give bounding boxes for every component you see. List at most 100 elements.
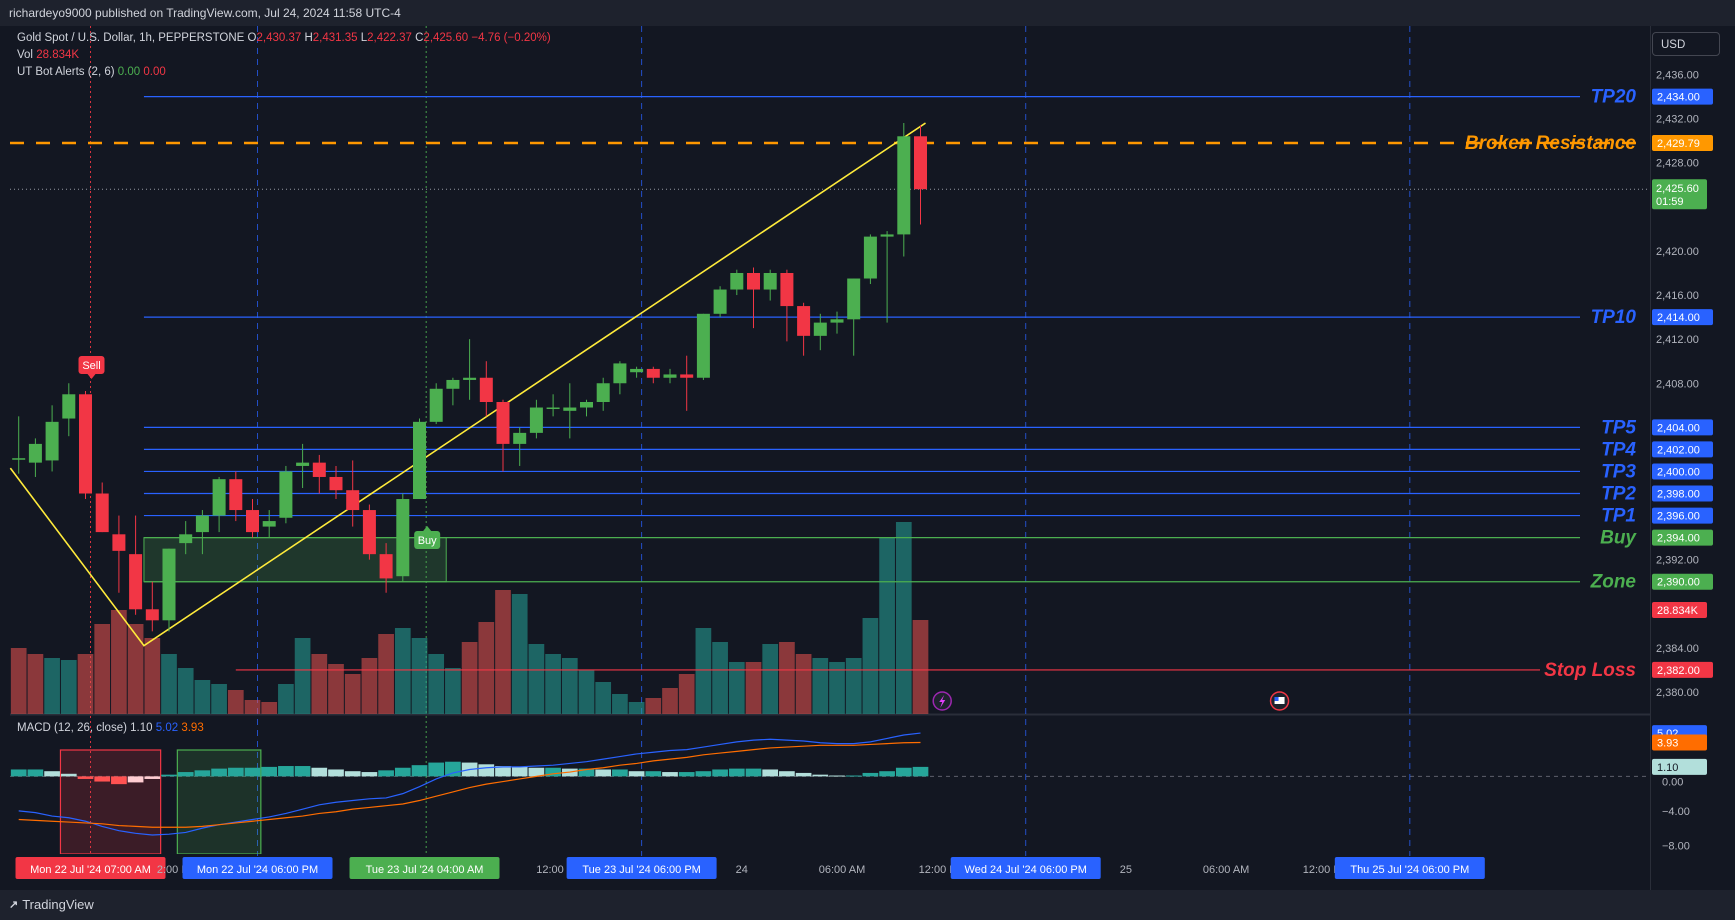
high-label: H — [304, 32, 313, 44]
macd-hist-bar-51 — [862, 772, 879, 777]
candle-body-11 — [195, 515, 209, 533]
ut-bot-legend[interactable]: UT Bot Alerts (2, 6) 0.00 0.00 — [17, 66, 166, 78]
macd-hist-bar-23 — [394, 767, 411, 777]
currency-button[interactable]: USD — [1652, 32, 1720, 56]
macd-legend[interactable]: MACD (12, 26, close) 1.10 5.02 3.93 — [17, 722, 204, 734]
tradingview-logo[interactable]: ↗ TradingView — [9, 897, 94, 912]
price-tick-3: 2,420.00 — [1656, 246, 1699, 258]
price-tag-tp2-text: 2,398.00 — [1657, 489, 1700, 501]
candle-17 — [296, 443, 310, 488]
candle-body-9 — [162, 548, 176, 621]
macd-hist-bar-22 — [378, 770, 394, 777]
price-tag-tp20: 2,434.00 — [1652, 88, 1713, 105]
macd-hist-bar-8 — [144, 776, 161, 779]
volume-bar-52 — [879, 538, 895, 714]
candle-48 — [813, 313, 827, 351]
volume-bar-47 — [795, 654, 812, 714]
volume-bar-26 — [445, 668, 461, 714]
ut-bot-value-1: 0.00 — [117, 66, 141, 78]
last-price-bg — [1652, 179, 1707, 210]
high-value: 2,431.35 — [312, 32, 358, 44]
candle-body-16 — [279, 471, 293, 518]
low-label: L — [360, 32, 368, 44]
time-axis[interactable]: Mon 22 Jul '24 07:00 AM 2:00 PM Mon 22 Jul… — [15, 857, 1485, 879]
macd-hist-bar-1 — [27, 769, 44, 777]
price-axis[interactable]: 2,436.00 2,432.00 2,428.00 2,420.00 2,416.00… — [1652, 70, 1713, 853]
price-tag-tp5-bg — [1652, 419, 1713, 436]
price-tag-buy-text: 2,394.00 — [1657, 533, 1700, 545]
time-label-7: 24 — [736, 864, 748, 876]
candle-54 — [914, 125, 927, 225]
candle-12 — [212, 476, 226, 533]
price-tag-stop-loss-text: 2,382.00 — [1657, 665, 1700, 677]
volume-bar-29 — [495, 590, 511, 714]
candle-body-0 — [12, 458, 26, 460]
signal-buy: Buy — [414, 526, 441, 549]
candle-body-50 — [847, 278, 861, 320]
countdown-text: 01:59 — [1656, 196, 1684, 208]
candle-body-47 — [797, 306, 811, 336]
volume-bar-8 — [144, 638, 161, 714]
price-tick-2: 2,428.00 — [1656, 158, 1699, 170]
volume-bar-1 — [27, 654, 44, 714]
trendline[interactable] — [9, 122, 926, 647]
macd-signal-tag: 3.93 — [1652, 734, 1707, 751]
macd-hist-bar-49 — [829, 775, 845, 777]
time-tag-bg — [1334, 857, 1485, 879]
time-tag-bg — [950, 857, 1101, 879]
last-price-text: 2,425.60 — [1656, 183, 1699, 195]
candle-body-49 — [830, 319, 844, 323]
price-tick-1: 2,432.00 — [1656, 114, 1699, 126]
candle-43 — [730, 269, 744, 296]
candle-body-51 — [863, 236, 877, 279]
volume-bar-2 — [44, 658, 60, 714]
level-label-tp3: TP3 — [1601, 461, 1636, 482]
price-tag-tp2: 2,398.00 — [1652, 485, 1713, 502]
macd-box-1 — [176, 749, 262, 854]
candle-13 — [229, 471, 243, 522]
price-tag-buy: 2,394.00 — [1652, 529, 1713, 546]
macd-hist-bar-47 — [795, 772, 812, 777]
volume-bar-6 — [111, 610, 127, 714]
time-tag-bg — [15, 857, 166, 879]
macd-label: MACD (12, 26, close) — [17, 722, 127, 734]
time-tag-14: Thu 25 Jul '24 06:00 PM — [1334, 857, 1485, 879]
price-chart[interactable]: TP20 Broken Resistance TP10 TP5TP4TP3TP2TP1… — [0, 0, 1735, 890]
candle-body-28 — [479, 377, 493, 402]
macd-signal-value: 3.93 — [181, 722, 204, 734]
level-label-tp2: TP2 — [1601, 484, 1636, 505]
candle-body-45 — [763, 273, 777, 290]
footer-bar: ↗ TradingView — [0, 890, 1735, 920]
volume-bar-10 — [177, 668, 194, 714]
volume-bar-38 — [645, 698, 662, 714]
level-label-buy: Buy — [1600, 528, 1637, 549]
level-label-tp10: TP10 — [1591, 307, 1637, 328]
time-tag-bg — [566, 857, 717, 879]
level-label-tp20: TP20 — [1591, 87, 1637, 108]
price-tag-broken-resistance: 2,429.79 — [1652, 135, 1713, 152]
time-tag-0: Mon 22 Jul '24 07:00 AM — [15, 857, 166, 879]
candle-38 — [646, 366, 660, 384]
candle-body-20 — [346, 490, 360, 511]
macd-hist-bar-32 — [545, 767, 561, 777]
candle-body-53 — [897, 136, 911, 235]
time-tag-bg — [349, 857, 500, 879]
macd-hist-bar-41 — [695, 771, 712, 777]
symbol-legend[interactable]: Gold Spot / U.S. Dollar, 1h, PEPPERSTONE… — [17, 32, 551, 44]
candle-body-2 — [45, 421, 59, 461]
candle-10 — [179, 521, 193, 555]
price-tag-stop-loss: 2,382.00 — [1652, 661, 1713, 678]
candle-50 — [847, 278, 861, 356]
candle-15 — [262, 510, 276, 538]
volume-legend[interactable]: Vol 28.834K — [17, 49, 79, 61]
time-tag-2: Mon 22 Jul '24 06:00 PM — [182, 857, 333, 879]
price-tag-tp20-bg — [1652, 88, 1713, 105]
signal-pointer — [87, 374, 96, 379]
candle-18 — [312, 454, 326, 494]
candle-body-8 — [145, 609, 159, 621]
candle-26 — [446, 377, 460, 406]
candle-25 — [429, 383, 443, 425]
price-tag-tp4-bg — [1652, 441, 1713, 458]
volume-bar-0 — [10, 648, 27, 714]
